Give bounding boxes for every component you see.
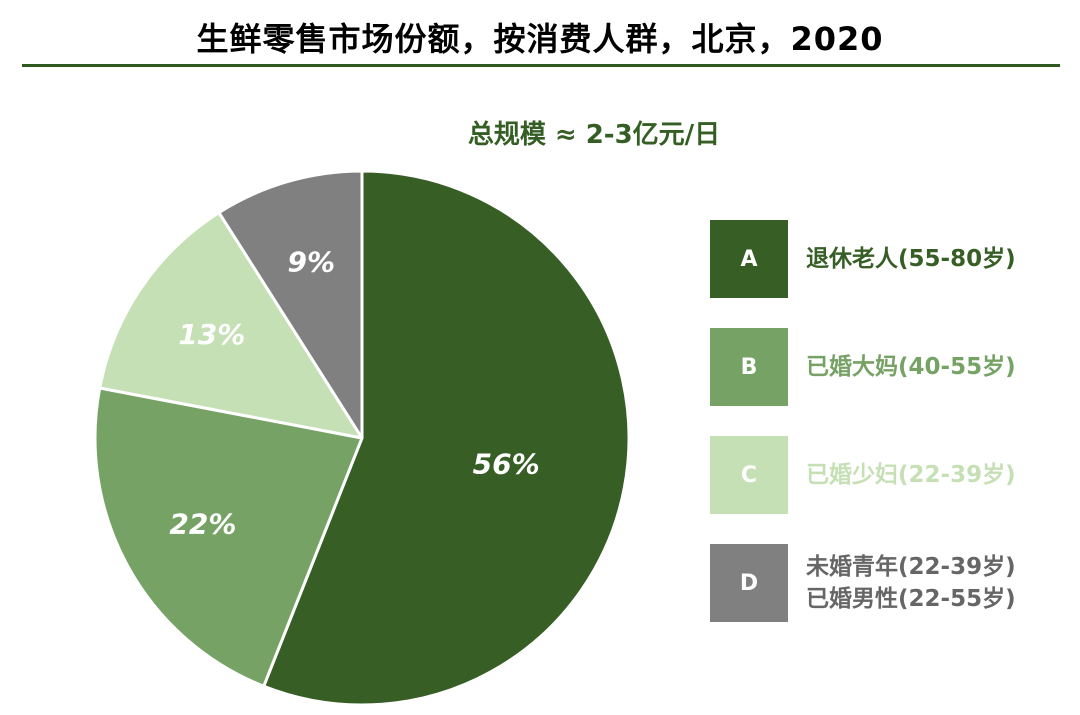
pie-slice-a: [262, 169, 631, 707]
legend-item-d: D 未婚青年(22-39岁) 已婚男性(22-55岁): [710, 544, 1070, 622]
legend-label-d: 未婚青年(22-39岁) 已婚男性(22-55岁): [806, 544, 1070, 622]
legend-item-b: B 已婚大妈(40-55岁): [710, 328, 1070, 406]
legend-item-c: C 已婚少妇(22-39岁): [710, 436, 1070, 514]
legend-label-line: 退休老人(55-80岁): [806, 246, 1016, 272]
legend-label-line: 已婚少妇(22-39岁): [806, 462, 1016, 488]
slice-label-a: 56%: [473, 448, 540, 481]
legend-swatch-d: D: [710, 544, 788, 622]
pie-slice-labels: 56% 22% 13% 9%: [169, 246, 539, 541]
pie-slices: [93, 169, 631, 707]
pie-slice-b: [93, 386, 364, 688]
pie-slice-c: [98, 211, 364, 440]
chart-title: 生鲜零售市场份额，按消费人群，北京，2020: [196, 20, 884, 58]
legend-label-line: 已婚男性(22-55岁): [806, 586, 1016, 612]
legend-label-line: 未婚青年(22-39岁): [806, 554, 1016, 580]
slice-label-b: 22%: [169, 508, 236, 541]
slice-label-d: 9%: [288, 246, 336, 279]
legend-item-a: A 退休老人(55-80岁): [710, 220, 1070, 298]
legend-swatch-b: B: [710, 328, 788, 406]
legend-swatch-a: A: [710, 220, 788, 298]
legend-label-c: 已婚少妇(22-39岁): [806, 436, 1070, 514]
legend-label-a: 退休老人(55-80岁): [806, 220, 1070, 298]
legend-label-b: 已婚大妈(40-55岁): [806, 328, 1070, 406]
title-divider: [22, 64, 1060, 67]
chart-subtitle: 总规模 ≈ 2-3亿元/日: [467, 120, 721, 150]
pie-slice-d: [217, 169, 364, 440]
legend: A 退休老人(55-80岁) B 已婚大妈(40-55岁) C 已婚少妇(22-39岁) D…: [710, 220, 1070, 652]
legend-label-line: 已婚大妈(40-55岁): [806, 354, 1016, 380]
slice-label-c: 13%: [178, 318, 245, 351]
legend-swatch-c: C: [710, 436, 788, 514]
